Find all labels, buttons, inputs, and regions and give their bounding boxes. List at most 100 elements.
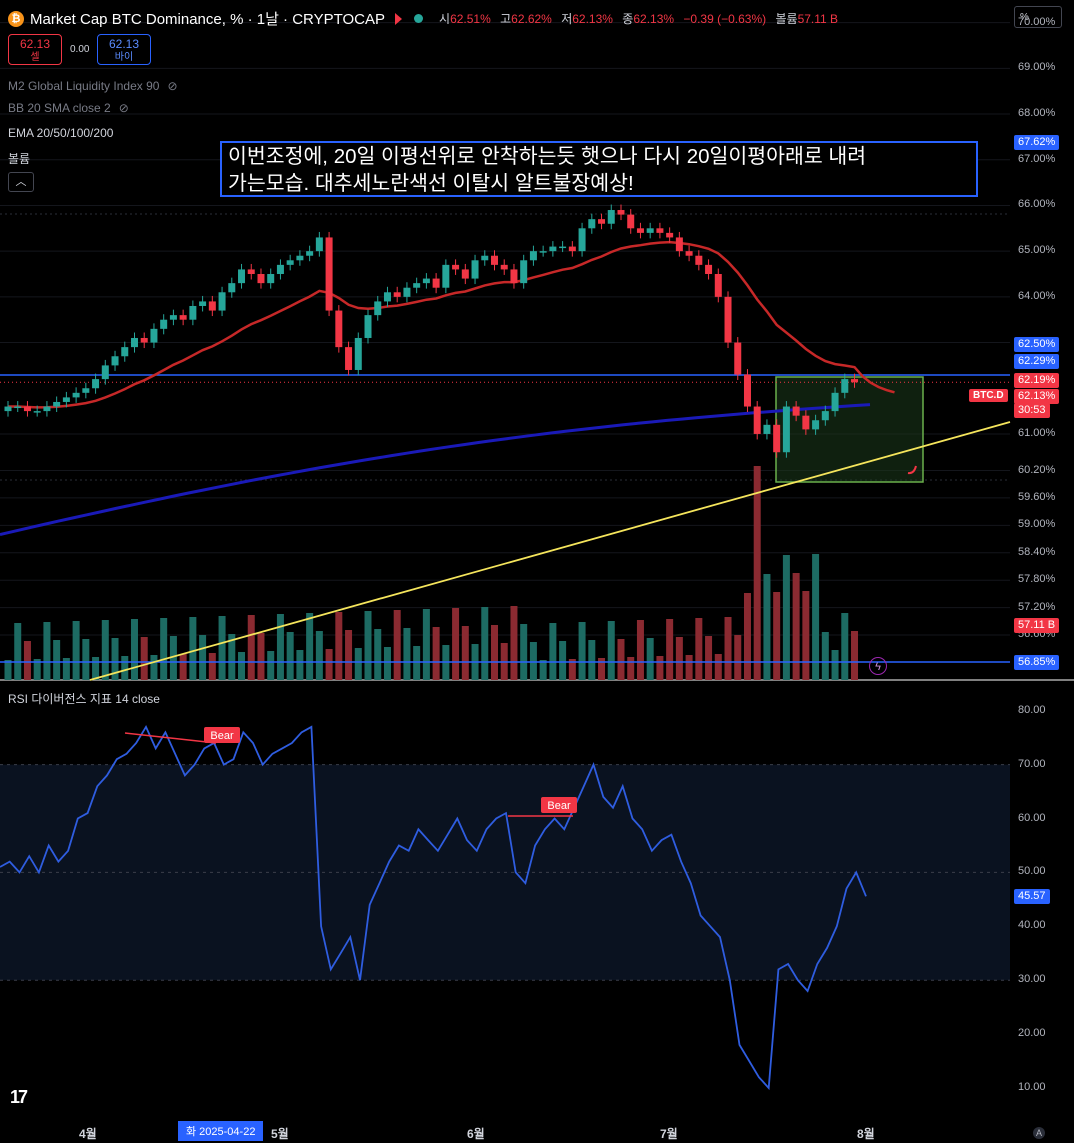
volume-bar — [695, 618, 703, 680]
candle-body — [666, 232, 674, 238]
volume-bar — [743, 593, 751, 680]
price-axis-label: 59.60% — [1018, 490, 1056, 503]
candle-body — [510, 269, 518, 284]
volume-bar — [101, 620, 109, 680]
tradingview-logo[interactable]: 17 — [10, 1087, 28, 1107]
candle-body — [82, 388, 90, 393]
volume-bar — [14, 623, 22, 680]
volume-bar — [831, 650, 839, 680]
volume-bar — [792, 573, 800, 680]
candle-body — [72, 392, 80, 398]
grid-lines — [0, 22, 1074, 981]
scale-mode-input[interactable]: % — [1014, 6, 1062, 28]
volume-bar — [62, 658, 70, 680]
indicator-bb[interactable]: BB 20 SMA close 2 ⊘ — [8, 101, 129, 115]
volume-bar — [598, 658, 606, 680]
volume-bar — [208, 653, 216, 680]
volume-bar — [841, 613, 849, 680]
price-axis-label: 61.00% — [1018, 426, 1056, 439]
indicator-volume[interactable]: 볼륨 — [8, 152, 31, 166]
candle-body — [267, 274, 275, 284]
candle-body — [753, 406, 761, 434]
candle-body — [588, 219, 596, 229]
volume-bar — [130, 619, 138, 680]
price-lines — [0, 240, 1011, 681]
volume-bar — [315, 631, 323, 680]
ema20-line — [8, 240, 895, 409]
candle-body — [549, 246, 557, 252]
candle-body — [578, 228, 586, 252]
candle-body — [345, 347, 353, 370]
candle-body — [851, 379, 859, 383]
price-badge: 62.19% — [1014, 373, 1060, 388]
indicator-m2-liquidity[interactable]: M2 Global Liquidity Index 90 ⊘ — [8, 79, 178, 93]
chart-header: ₿ Market Cap BTC Dominance, % · 1날 · CRY… — [8, 8, 844, 29]
price-badge: 30:53 — [1014, 403, 1050, 418]
volume-bar — [821, 632, 829, 680]
volume-bar — [374, 629, 382, 680]
indicator-ema[interactable]: EMA 20/50/100/200 — [8, 126, 114, 140]
bear-label-box — [204, 727, 240, 743]
volume-bar — [675, 637, 683, 680]
candlesticks — [4, 204, 859, 458]
candle-body — [238, 269, 246, 284]
price-badge: 56.85% — [1014, 655, 1060, 670]
volume-bar — [92, 657, 100, 680]
candle-body — [43, 406, 51, 412]
candle-body — [306, 251, 314, 256]
volume-bar — [578, 622, 586, 680]
candle-body — [520, 260, 528, 284]
volume-bars — [4, 466, 859, 680]
volume-bar — [286, 632, 294, 680]
candle-body — [675, 237, 683, 252]
candle-body — [33, 411, 41, 413]
buy-button[interactable]: 62.13 바이 — [97, 34, 151, 65]
lightning-icon[interactable]: ϟ — [869, 657, 887, 675]
volume-bar — [812, 554, 820, 680]
candle-body — [705, 264, 713, 275]
volume-bar — [588, 640, 596, 680]
spread-value: 0.00 — [70, 44, 90, 55]
candle-body — [130, 337, 138, 348]
candle-body — [529, 251, 537, 261]
collapse-indicators-button[interactable]: ︿ — [8, 172, 34, 192]
volume-bar — [549, 623, 557, 680]
price-axis-label: 69.00% — [1018, 61, 1056, 74]
candle-body — [218, 292, 226, 311]
eye-hidden-icon[interactable]: ⊘ — [118, 101, 129, 115]
time-axis-label: 6월 — [467, 1127, 485, 1141]
candle-body — [393, 292, 401, 297]
candle-body — [354, 337, 362, 370]
symbol-title[interactable]: Market Cap BTC Dominance, % · 1날 · CRYPT… — [30, 11, 386, 28]
volume-bar — [510, 606, 518, 680]
candle-body — [812, 420, 820, 430]
candle-body — [695, 255, 703, 265]
auto-scale-button[interactable]: A — [1033, 1127, 1045, 1139]
eye-hidden-icon[interactable]: ⊘ — [167, 79, 178, 93]
candle-body — [140, 337, 148, 343]
candle-body — [315, 237, 323, 252]
candle-body — [422, 278, 430, 284]
time-axis-label: 4월 — [79, 1127, 97, 1141]
volume-bar — [646, 638, 654, 680]
rsi-axis-label: 50.00 — [1018, 865, 1046, 878]
candle-body — [773, 424, 781, 453]
volume-bar — [568, 659, 576, 680]
rsi-label[interactable]: RSI 다이버전스 지표 14 close — [8, 692, 160, 706]
annotation-textbox[interactable]: 이번조정에, 20일 이평선위로 안착하는듯 햇으나 다시 20일이평아래로 내… — [220, 141, 978, 197]
candle-body — [714, 274, 722, 297]
volume-bar — [481, 607, 489, 680]
candle-body — [111, 356, 119, 366]
volume-bar — [763, 574, 771, 680]
candle-body — [724, 296, 732, 343]
price-badge: 57.11 B — [1014, 618, 1060, 633]
flag-icon[interactable] — [395, 12, 403, 25]
candle-body — [432, 278, 440, 288]
volume-bar — [753, 466, 761, 680]
candle-body — [14, 406, 22, 409]
candle-body — [383, 292, 391, 302]
trendline — [89, 421, 1011, 681]
sell-button[interactable]: 62.13 셀 — [8, 34, 62, 65]
volume-bar — [364, 611, 372, 680]
